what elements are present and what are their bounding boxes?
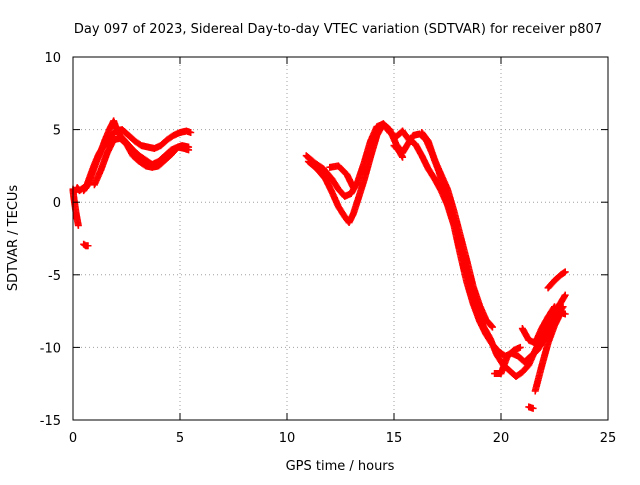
data-points bbox=[69, 117, 569, 412]
y-tick-label: -5 bbox=[48, 269, 61, 284]
data-point bbox=[488, 323, 496, 331]
y-tick-label: 0 bbox=[53, 196, 61, 211]
x-axis-label: GPS time / hours bbox=[286, 459, 395, 474]
data-point bbox=[561, 310, 569, 318]
data-point bbox=[185, 146, 193, 154]
data-point bbox=[529, 404, 537, 412]
data-point bbox=[551, 303, 558, 311]
data-point bbox=[349, 184, 357, 192]
grid bbox=[73, 57, 608, 420]
y-tick-label: 5 bbox=[53, 124, 61, 139]
x-tick-label: 10 bbox=[279, 431, 296, 446]
x-tick-label: 5 bbox=[176, 431, 184, 446]
y-tick-label: 10 bbox=[44, 51, 61, 66]
data-point bbox=[399, 153, 407, 161]
data-point bbox=[488, 322, 496, 330]
axis-ticks: 0 5 10 15 20 25 -15 -10 -5 0 5 10 bbox=[40, 51, 617, 446]
data-point bbox=[516, 343, 524, 351]
data-point bbox=[84, 242, 92, 250]
x-tick-label: 15 bbox=[386, 431, 403, 446]
y-tick-label: -15 bbox=[40, 414, 61, 429]
data-point bbox=[561, 291, 569, 299]
chart-title: Day 097 of 2023, Sidereal Day-to-day VTE… bbox=[74, 22, 602, 37]
x-tick-label: 25 bbox=[600, 431, 617, 446]
data-point bbox=[561, 268, 569, 276]
x-tick-label: 20 bbox=[493, 431, 510, 446]
y-axis-label: SDTVAR / TECUs bbox=[6, 185, 21, 292]
data-point bbox=[550, 304, 558, 312]
data-point bbox=[74, 221, 82, 229]
x-tick-label: 0 bbox=[69, 431, 77, 446]
data-point bbox=[187, 129, 195, 137]
plot-frame bbox=[72, 56, 609, 421]
y-tick-label: -10 bbox=[40, 341, 61, 356]
